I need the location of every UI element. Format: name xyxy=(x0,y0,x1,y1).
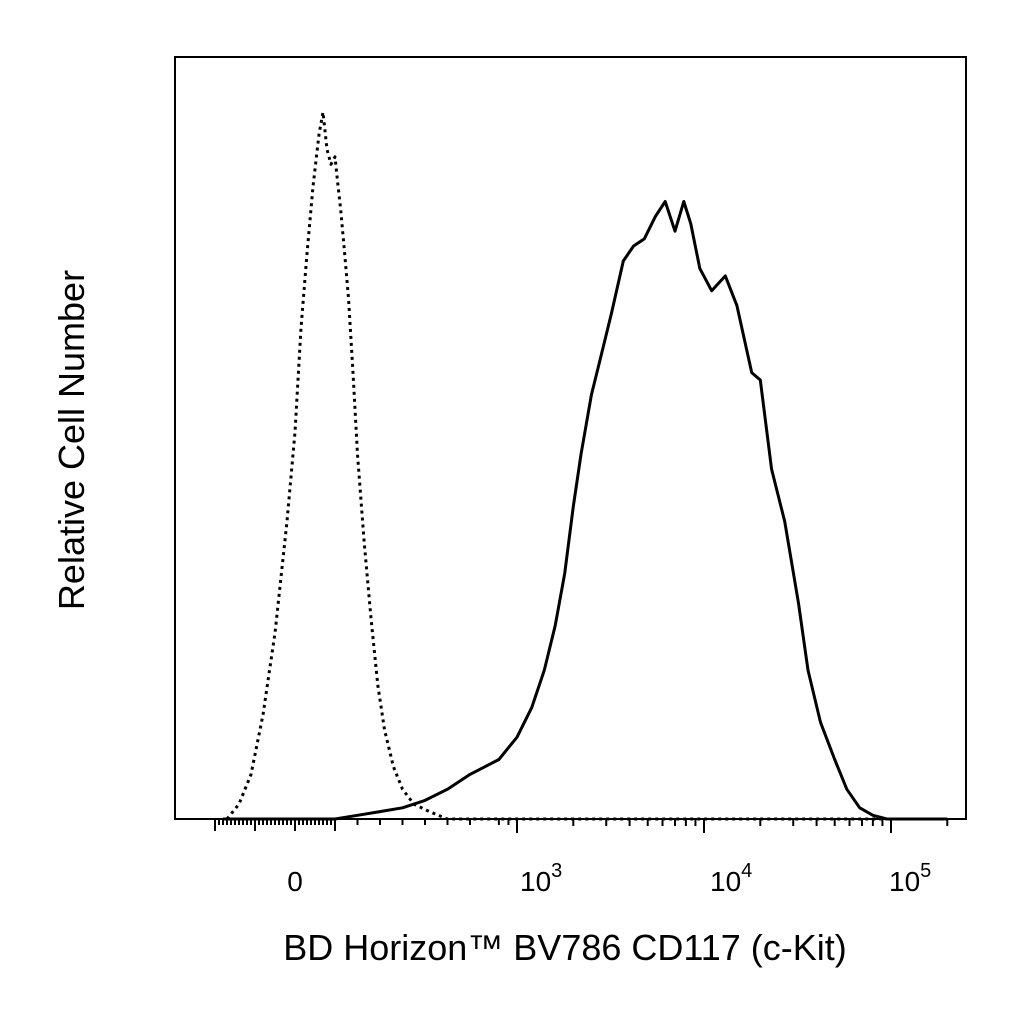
plot-frame xyxy=(174,56,967,820)
series-layer xyxy=(223,110,948,821)
series-line-stained xyxy=(223,200,948,821)
x-axis-ticks xyxy=(214,819,949,833)
series-line-control xyxy=(225,110,948,821)
x-tick-label-0: 0 xyxy=(287,866,303,897)
x-tick-label-100000: 105 xyxy=(889,860,931,897)
x-tick-label-10000: 104 xyxy=(710,860,752,897)
y-axis-title: Relative Cell Number xyxy=(51,270,92,610)
x-axis-title: BD Horizon™ BV786 CD117 (c-Kit) xyxy=(283,927,847,968)
x-tick-label-1000: 103 xyxy=(520,860,562,897)
